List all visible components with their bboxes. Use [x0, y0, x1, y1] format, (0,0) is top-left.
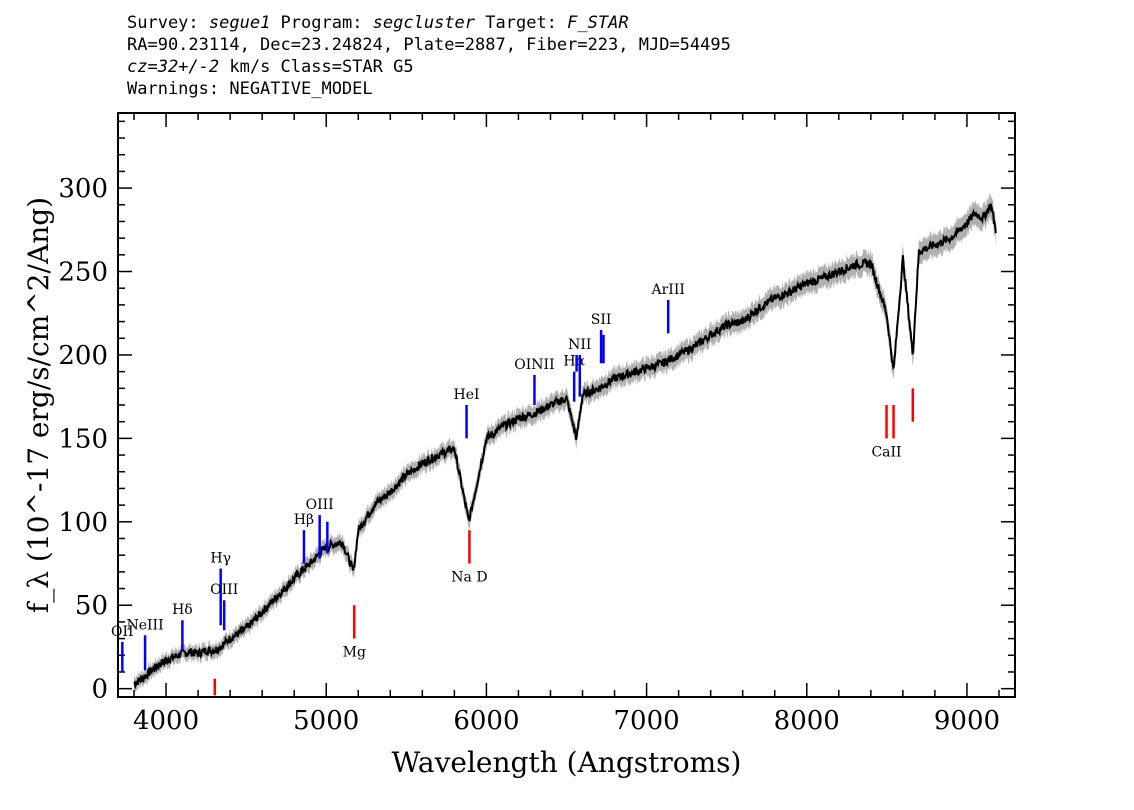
spectrum-line	[133, 203, 997, 690]
x-tick-label: 4000	[133, 706, 199, 736]
line-label: OIII	[210, 582, 238, 598]
program-prefix: Program:	[270, 13, 373, 33]
line-label: SII	[591, 312, 612, 328]
x-axis-title: Wavelength (Angstroms)	[392, 746, 742, 779]
x-tick-label: 7000	[614, 706, 680, 736]
line-label: Hδ	[172, 602, 193, 618]
line-label: Hγ	[210, 551, 231, 567]
line-label: NeIII	[126, 617, 163, 633]
spectrum-series	[133, 203, 997, 690]
header-coordinates-line: RA=90.23114, Dec=23.24824, Plate=2887, F…	[127, 35, 731, 55]
line-label: OINII	[514, 357, 554, 373]
y-tick-label: 200	[58, 341, 108, 371]
x-tick-label: 8000	[774, 706, 840, 736]
y-axis-title: f_λ (10^-17 erg/s/cm^2/Ang)	[22, 197, 55, 613]
y-tick-label: 150	[58, 424, 108, 454]
error-band-area	[134, 191, 996, 693]
x-tick-label: 9000	[934, 706, 1000, 736]
line-label: Hβ	[294, 512, 314, 528]
axis-ticks: 4000 5000 6000 7000 8000 9000 0 50 100 150 200 250 3…	[58, 113, 1015, 736]
line-label: NII	[568, 337, 591, 353]
line-label: CaII	[871, 444, 901, 460]
program-value: segcluster	[372, 13, 476, 33]
line-label: Mg	[343, 645, 366, 661]
line-label: ArIII	[651, 282, 685, 298]
y-tick-label: 50	[75, 591, 108, 621]
survey-prefix: Survey:	[127, 13, 209, 33]
error-band	[134, 191, 996, 693]
survey-value: segue1	[208, 13, 271, 33]
y-tick-label: 0	[91, 675, 108, 705]
y-tick-label: 250	[58, 258, 108, 288]
spectrum-header: Survey: segue1 Program: segcluster Targe…	[127, 12, 731, 100]
y-tick-label: 300	[58, 174, 108, 204]
line-label: Hα	[563, 354, 585, 370]
line-label: OIII	[306, 497, 334, 513]
x-tick-label: 6000	[453, 706, 519, 736]
target-value: F_STAR	[567, 13, 629, 33]
line-label: Na D	[451, 570, 487, 586]
header-survey-line: Survey: segue1 Program: segcluster Targe…	[127, 12, 731, 34]
line-label: HeI	[454, 387, 480, 403]
line-label: OII	[111, 624, 134, 640]
x-tick-label: 5000	[293, 706, 359, 736]
class-text: km/s Class=STAR G5	[219, 57, 414, 77]
header-redshift-line: cz=32+/-2 km/s Class=STAR G5	[127, 56, 731, 78]
header-warnings-line: Warnings: NEGATIVE_MODEL	[127, 79, 373, 99]
cz-value: cz=32+/-2	[127, 57, 220, 77]
y-tick-label: 100	[58, 508, 108, 538]
target-prefix: Target:	[475, 13, 568, 33]
